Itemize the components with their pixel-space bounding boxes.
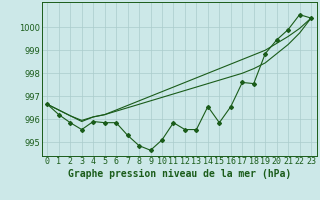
X-axis label: Graphe pression niveau de la mer (hPa): Graphe pression niveau de la mer (hPa) <box>68 169 291 179</box>
